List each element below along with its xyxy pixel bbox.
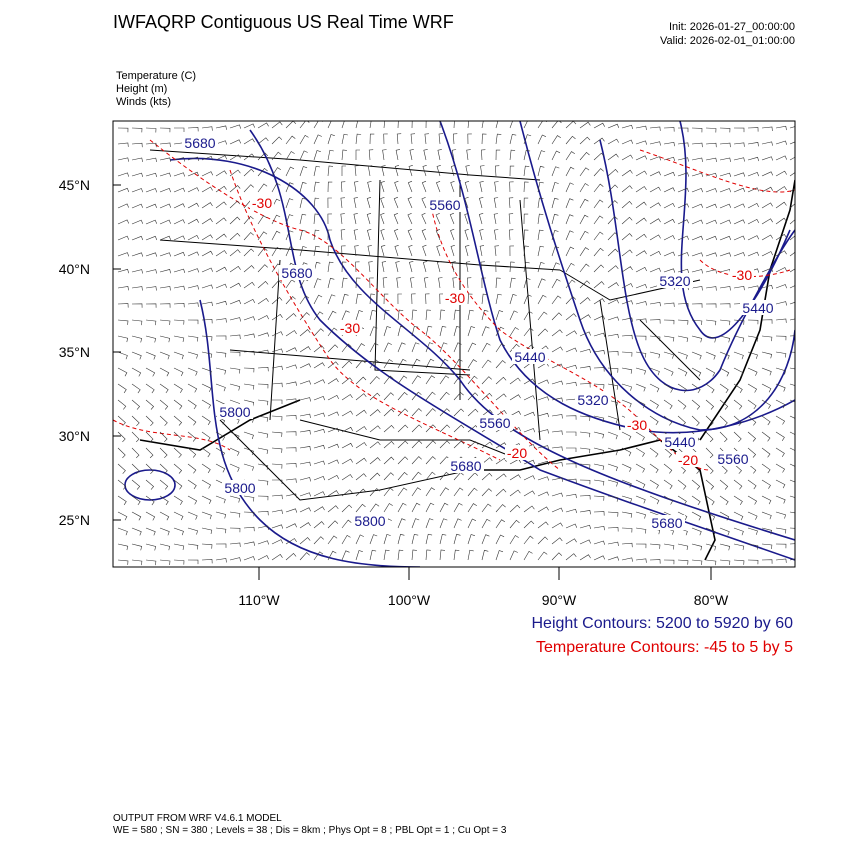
height-contour-label: 5320 — [659, 273, 690, 289]
field-label: Height (m) — [116, 83, 167, 95]
height-contour-label: 5440 — [742, 300, 773, 316]
temperature-contour-label: -20 — [507, 445, 527, 461]
label-box — [250, 195, 274, 210]
wind-barbs — [117, 121, 795, 566]
label-box — [505, 445, 529, 460]
temperature-contour-label: -30 — [252, 195, 272, 211]
footer-line: WE = 580 ; SN = 380 ; Levels = 38 ; Dis … — [113, 825, 507, 836]
label-box — [625, 417, 649, 432]
label-box — [649, 515, 685, 530]
label-box — [575, 392, 611, 407]
axes: 45°N 40°N 35°N 30°N 25°N 110°W 100°W 90°W 80°W — [59, 177, 729, 608]
height-contour-label: 5800 — [219, 404, 250, 420]
label-box — [730, 267, 754, 282]
contour-labels: 5680 5560 5680 5320 5440 5440 5320 5800 5560 5440… — [182, 135, 776, 531]
temperature-contour-label: -30 — [445, 290, 465, 306]
lon-label: 90°W — [542, 592, 577, 608]
temperature-contour-info: Temperature Contours: -45 to 5 by 5 — [536, 639, 793, 656]
label-box — [352, 513, 388, 528]
label-box — [657, 273, 693, 288]
height-contour-label: 5680 — [184, 135, 215, 151]
height-contour-label: 5560 — [429, 197, 460, 213]
lat-label: 30°N — [59, 428, 90, 444]
map-frame — [112, 120, 796, 568]
height-contour-label: 5680 — [281, 265, 312, 281]
footer-line: OUTPUT FROM WRF V4.6.1 MODEL — [113, 813, 282, 824]
height-contour-label: 5440 — [664, 434, 695, 450]
lat-label: 45°N — [59, 177, 90, 193]
lat-label: 40°N — [59, 261, 90, 277]
height-contour-label: 5560 — [717, 451, 748, 467]
label-box — [512, 349, 548, 364]
label-box — [427, 197, 463, 212]
label-box — [477, 415, 513, 430]
field-label: Temperature (C) — [116, 70, 196, 82]
label-box — [448, 458, 484, 473]
lat-label: 35°N — [59, 344, 90, 360]
label-box — [676, 452, 700, 467]
label-box — [222, 480, 258, 495]
height-contour-label: 5440 — [514, 349, 545, 365]
field-label: Winds (kts) — [116, 96, 171, 108]
lon-label: 100°W — [388, 592, 431, 608]
height-contour-label: 5800 — [354, 513, 385, 529]
label-box — [182, 135, 218, 150]
height-contour-label: 5680 — [450, 458, 481, 474]
temperature-contour-label: -30 — [340, 320, 360, 336]
label-box — [662, 434, 698, 449]
label-box — [279, 265, 315, 280]
lon-label: 110°W — [238, 592, 280, 608]
title: IWFAQRP Contiguous US Real Time WRF — [113, 12, 454, 32]
height-contour-label: 5680 — [651, 515, 682, 531]
temperature-contour-label: -30 — [627, 417, 647, 433]
label-box — [217, 404, 253, 419]
height-contour-label: 5800 — [224, 480, 255, 496]
label-box — [338, 320, 362, 335]
wind-barb-field — [117, 121, 795, 566]
label-box — [443, 290, 467, 305]
temperature-contour-label: -20 — [678, 452, 698, 468]
valid-time: Valid: 2026-02-01_01:00:00 — [660, 35, 795, 47]
lon-label: 80°W — [694, 592, 729, 608]
lat-label: 25°N — [59, 512, 90, 528]
label-box — [740, 300, 776, 315]
map-area: 5680 5560 5680 5320 5440 5440 5320 5800 5560 5440… — [113, 121, 795, 567]
height-contour-label: 5560 — [479, 415, 510, 431]
label-box — [715, 451, 751, 466]
height-contours — [124, 121, 795, 567]
init-time: Init: 2026-01-27_00:00:00 — [669, 21, 795, 33]
height-contour-info: Height Contours: 5200 to 5920 by 60 — [531, 615, 793, 632]
height-contour-label: 5320 — [577, 392, 608, 408]
temperature-contour-label: -30 — [732, 267, 752, 283]
